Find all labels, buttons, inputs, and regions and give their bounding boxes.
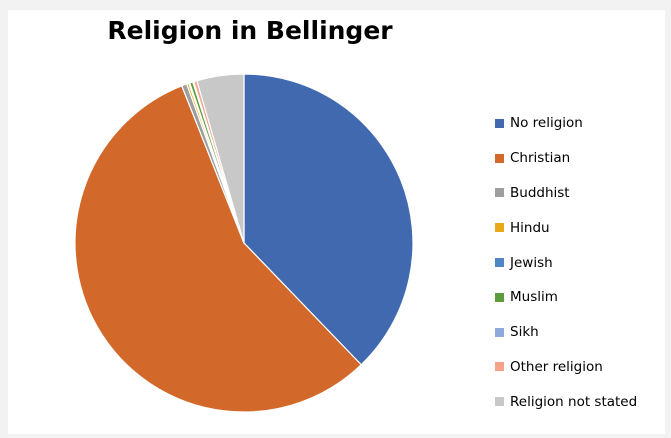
legend-swatch bbox=[495, 258, 504, 268]
pie-slice-religion-not-stated bbox=[196, 73, 245, 244]
legend-item-no-religion: No religion bbox=[495, 106, 665, 141]
legend-label: Jewish bbox=[510, 254, 553, 271]
legend-item-other-religion: Other religion bbox=[495, 350, 665, 385]
legend-item-christian: Christian bbox=[495, 141, 665, 176]
legend-label: Christian bbox=[510, 150, 571, 167]
legend-item-hindu: Hindu bbox=[495, 210, 665, 245]
legend-label: Sikh bbox=[510, 324, 539, 341]
legend-label: Muslim bbox=[510, 289, 558, 306]
legend-item-jewish: Jewish bbox=[495, 245, 665, 280]
legend-swatch bbox=[495, 118, 504, 128]
legend-item-buddhist: Buddhist bbox=[495, 176, 665, 211]
legend-swatch bbox=[495, 327, 504, 337]
chart-legend: No religion Christian Buddhist Hindu Jewish M… bbox=[495, 106, 665, 419]
legend-label: No religion bbox=[510, 115, 583, 132]
legend-label: Religion not stated bbox=[510, 393, 638, 410]
legend-swatch bbox=[495, 397, 504, 407]
legend-swatch bbox=[495, 362, 504, 372]
legend-label: Other religion bbox=[510, 358, 603, 375]
legend-item-religion-not-stated: Religion not stated bbox=[495, 384, 665, 419]
legend-swatch bbox=[495, 223, 504, 233]
legend-swatch bbox=[495, 153, 504, 163]
pie-slice-christian bbox=[74, 85, 362, 413]
legend-label: Buddhist bbox=[510, 184, 570, 201]
legend-item-sikh: Sikh bbox=[495, 315, 665, 350]
legend-item-muslim: Muslim bbox=[495, 280, 665, 315]
legend-swatch bbox=[495, 188, 504, 198]
chart-title: Religion in Bellinger bbox=[107, 16, 393, 45]
pie-slice-no-religion bbox=[243, 73, 414, 366]
legend-label: Hindu bbox=[510, 219, 550, 236]
legend-swatch bbox=[495, 292, 504, 302]
